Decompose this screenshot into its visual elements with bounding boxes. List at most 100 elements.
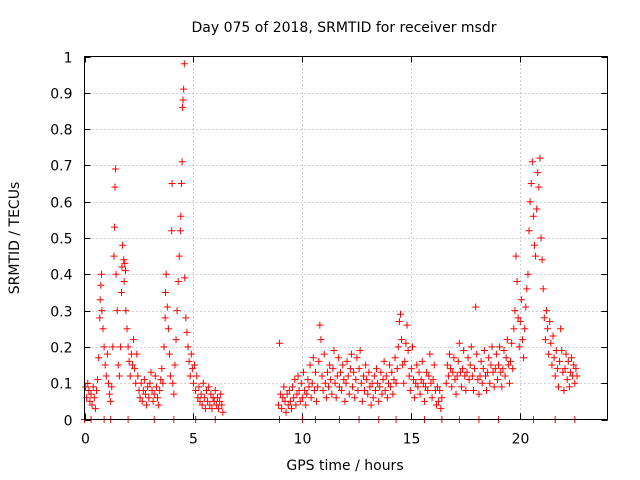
data-point [376, 383, 384, 391]
data-point [334, 354, 342, 362]
data-point [322, 394, 330, 402]
data-point [566, 368, 574, 376]
data-point [501, 372, 509, 380]
data-point [405, 372, 413, 380]
data-point [466, 361, 474, 369]
chart-title: Day 075 of 2018, SRMTID for receiver msd… [192, 20, 497, 36]
data-point [107, 397, 115, 405]
data-point [284, 401, 292, 409]
data-point [130, 336, 138, 344]
data-point [176, 227, 184, 235]
data-point [547, 339, 555, 347]
data-point [339, 361, 347, 369]
data-point [508, 339, 516, 347]
data-point [162, 288, 170, 296]
data-point [337, 368, 345, 376]
data-point [479, 365, 487, 373]
data-point [532, 252, 540, 260]
data-point [274, 401, 282, 409]
data-point [179, 96, 187, 104]
data-point [174, 278, 182, 286]
data-point [392, 379, 400, 387]
data-point [137, 379, 145, 387]
data-point [354, 386, 362, 394]
data-point [412, 379, 420, 387]
data-point [491, 365, 499, 373]
data-point [283, 390, 291, 398]
data-point [407, 365, 415, 373]
data-point [301, 386, 309, 394]
data-point [304, 376, 312, 384]
data-point [353, 354, 361, 362]
data-point [402, 339, 410, 347]
data-point [404, 347, 412, 355]
data-point [546, 317, 554, 325]
data-point [503, 336, 511, 344]
data-point [459, 365, 467, 373]
x-tick-label: 15 [403, 432, 421, 448]
data-point [517, 296, 525, 304]
data-point [108, 383, 116, 391]
data-point [455, 339, 463, 347]
data-point [419, 379, 427, 387]
data-point [193, 372, 201, 380]
data-point [533, 205, 541, 213]
data-point [191, 361, 199, 369]
data-point [90, 394, 98, 402]
data-point [534, 169, 542, 177]
data-point [165, 350, 173, 358]
data-point [305, 383, 313, 391]
data-point [195, 383, 203, 391]
data-point [148, 386, 156, 394]
y-axis-label: SRMTID / TECUs [7, 182, 23, 295]
data-point [326, 361, 334, 369]
data-point [408, 343, 416, 351]
data-point [389, 390, 397, 398]
data-point [201, 405, 209, 413]
data-point [387, 383, 395, 391]
data-point [173, 307, 181, 315]
data-point [526, 198, 534, 206]
data-point [293, 390, 301, 398]
data-point [505, 379, 513, 387]
data-point [556, 357, 564, 365]
data-point [344, 372, 352, 380]
data-point [380, 357, 388, 365]
data-point [549, 332, 557, 340]
data-point [515, 343, 523, 351]
data-point [398, 336, 406, 344]
data-point [180, 85, 188, 93]
data-point [520, 354, 528, 362]
data-point [550, 354, 558, 362]
data-point [442, 379, 450, 387]
data-point [308, 379, 316, 387]
data-point [276, 339, 284, 347]
data-point [113, 307, 121, 315]
data-point [155, 401, 163, 409]
data-points [81, 60, 581, 423]
data-point [111, 183, 119, 191]
data-point [288, 405, 296, 413]
data-point [103, 350, 111, 358]
data-point [535, 183, 543, 191]
y-tick-labels: 0 0.1 0.2 0.3 0.4 0.5 0.6 0.7 0.8 0.9 1 [50, 51, 72, 430]
data-point [400, 379, 408, 387]
data-point [110, 252, 118, 260]
data-point [352, 376, 360, 384]
data-point [490, 383, 498, 391]
x-tick-label: 5 [189, 432, 198, 448]
data-point [390, 376, 398, 384]
data-point [554, 383, 562, 391]
data-point [162, 270, 170, 278]
data-point [425, 372, 433, 380]
data-point [94, 376, 102, 384]
data-point [430, 361, 438, 369]
data-point [177, 180, 185, 188]
data-point [522, 303, 530, 311]
data-point [423, 368, 431, 376]
data-point [278, 405, 286, 413]
data-point [406, 386, 414, 394]
data-point [181, 274, 189, 282]
data-point [320, 350, 328, 358]
data-point [453, 372, 461, 380]
